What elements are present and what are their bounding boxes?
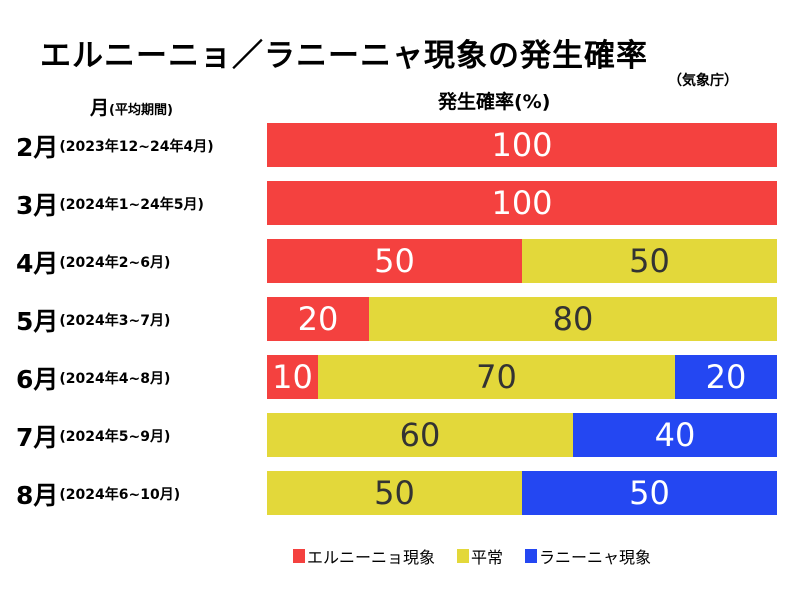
legend-label-el-nino: エルニーニョ現象 <box>307 548 436 567</box>
legend-label-normal: 平常 <box>471 548 504 567</box>
row-month-label: 5月 <box>16 307 59 336</box>
row-label-3: 5月 (2024年3~7月) <box>16 298 170 342</box>
bar-el-nino <box>267 123 777 167</box>
bar-la-nina <box>675 355 777 399</box>
bar-el-nino <box>267 297 369 341</box>
row-month-label: 7月 <box>16 423 59 452</box>
legend-swatch-el-nino <box>293 549 305 563</box>
row-period-label: (2024年1~24年5月) <box>59 197 204 213</box>
bar-value-label: 80 <box>553 300 594 338</box>
bar-value-label: 50 <box>629 242 670 280</box>
row-period-label: (2024年2~6月) <box>59 255 171 271</box>
legend: エルニーニョ現象 平常 ラニーニャ現象 <box>293 544 673 568</box>
bar-el-nino <box>267 355 318 399</box>
bar-value-label: 20 <box>298 300 339 338</box>
bar-value-label: 50 <box>374 242 415 280</box>
bar-normal <box>318 355 675 399</box>
row-month-label: 4月 <box>16 249 59 278</box>
bar-value-label: 40 <box>655 416 696 454</box>
bar-normal <box>369 297 777 341</box>
bar-value-label: 60 <box>400 416 441 454</box>
row-month-label: 6月 <box>16 365 59 394</box>
legend-label-la-nina: ラニーニャ現象 <box>539 548 652 567</box>
bar-value-label: 20 <box>706 358 747 396</box>
row-label-2: 4月 (2024年2~6月) <box>16 240 170 284</box>
row-period-label: (2024年5~9月) <box>59 429 171 445</box>
source-label: （気象庁） <box>668 73 738 89</box>
bar-value-label: 100 <box>491 126 552 164</box>
row-period-label: (2024年4~8月) <box>59 371 171 387</box>
row-period-label: (2023年12~24年4月) <box>59 139 214 155</box>
bar-el-nino <box>267 181 777 225</box>
bar-la-nina <box>522 471 777 515</box>
row-month-label: 2月 <box>16 133 59 162</box>
row-label-0: 2月 (2023年12~24年4月) <box>16 124 214 168</box>
row-label-6: 8月 (2024年6~10月) <box>16 472 180 516</box>
value-axis-header: 発生確率(%) <box>438 91 551 113</box>
bar-value-label: 100 <box>491 184 552 222</box>
legend-item-el-nino: エルニーニョ現象 <box>293 544 435 568</box>
bar-normal <box>522 239 777 283</box>
row-label-1: 3月 (2024年1~24年5月) <box>16 182 204 226</box>
chart-title: エルニーニョ／ラニーニャ現象の発生確率 <box>40 38 648 74</box>
row-period-label: (2024年3~7月) <box>59 313 171 329</box>
month-axis-header: 月(平均期間) <box>90 93 173 120</box>
bar-value-label: 10 <box>272 358 313 396</box>
bar-value-label: 70 <box>476 358 517 396</box>
bar-normal <box>267 471 522 515</box>
legend-swatch-normal <box>457 549 470 563</box>
legend-item-la-nina: ラニーニャ現象 <box>525 544 651 568</box>
bar-la-nina <box>573 413 777 457</box>
bar-value-label: 50 <box>629 474 670 512</box>
month-header-main: 月 <box>90 97 110 119</box>
row-period-label: (2024年6~10月) <box>59 487 181 503</box>
row-label-5: 7月 (2024年5~9月) <box>16 414 170 458</box>
legend-item-normal: 平常 <box>457 544 503 568</box>
row-month-label: 8月 <box>16 481 59 510</box>
bar-el-nino <box>267 239 522 283</box>
row-label-4: 6月 (2024年4~8月) <box>16 356 170 400</box>
month-header-sub: (平均期間) <box>109 103 173 118</box>
bar-value-label: 50 <box>374 474 415 512</box>
row-month-label: 3月 <box>16 191 59 220</box>
legend-swatch-la-nina <box>525 549 538 563</box>
bar-normal <box>267 413 573 457</box>
